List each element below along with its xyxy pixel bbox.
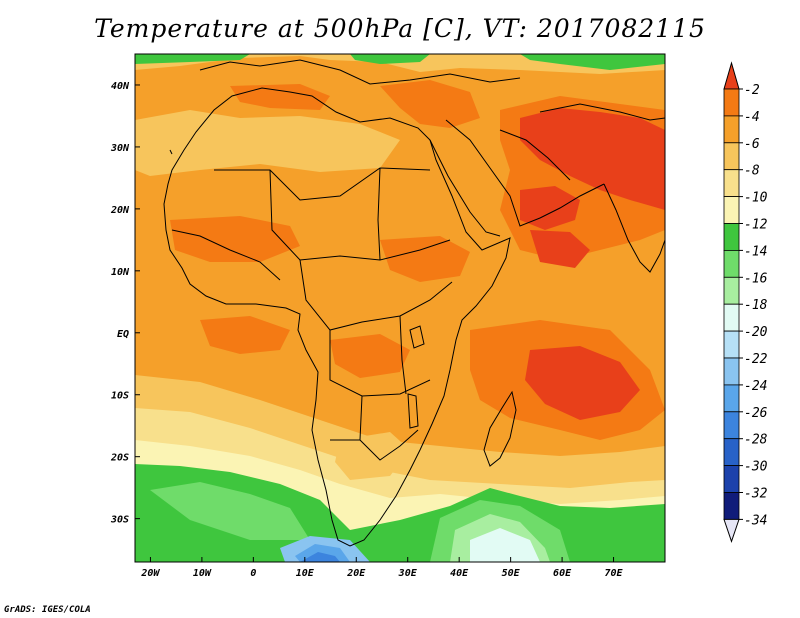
coastlines — [163, 59, 665, 547]
colorbar-label: -12 — [744, 218, 768, 233]
x-axis: 20W 10W 0 10E 20E 30E 40E 50E 60E 70E — [140, 557, 624, 579]
colorbar-label: -10 — [744, 191, 768, 206]
colorbar-label: -32 — [744, 487, 768, 502]
colorbar-label: -26 — [744, 406, 768, 421]
colorbar-label: -16 — [744, 271, 768, 286]
colorbar-label: -34 — [744, 513, 767, 528]
colorbar-over-triangle — [723, 61, 740, 90]
colorbar-swatch — [723, 142, 740, 171]
y-tick-label: 10S — [111, 391, 129, 402]
colorbar-swatch — [723, 276, 740, 305]
colorbar-swatch — [723, 411, 740, 440]
colorbar-label: -30 — [744, 460, 768, 475]
colorbar-swatch — [723, 249, 740, 278]
colorbar-swatch — [723, 169, 740, 197]
colorbar-label: -18 — [744, 298, 768, 313]
colorbar-swatch — [723, 196, 740, 224]
colorbar-label: -8 — [744, 164, 760, 179]
colorbar-under-triangle — [723, 518, 740, 543]
y-tick-label: 40N — [111, 81, 130, 92]
colorbar-swatch — [723, 492, 740, 520]
y-tick-label: 20S — [110, 453, 129, 464]
colorbar-label: -28 — [744, 433, 768, 448]
colorbar-swatch — [723, 303, 740, 332]
colorbar-label: -4 — [744, 110, 760, 125]
colorbar-swatch — [723, 438, 740, 467]
x-tick-label: 10W — [193, 568, 212, 579]
colorbar-label: -22 — [744, 352, 768, 367]
y-tick-label: 20N — [110, 205, 130, 216]
colorbar-label: -14 — [744, 244, 767, 259]
y-tick-label: 30S — [110, 515, 129, 526]
colorbar-label: -6 — [744, 137, 760, 152]
x-tick-label: 20E — [346, 568, 366, 579]
grads-credit: GrADS: IGES/COLA — [4, 605, 91, 615]
x-tick-label: 20W — [140, 568, 160, 579]
plot-frame — [134, 53, 666, 563]
colorbar: -2 -4 -6 -8 -10 -12 -14 -16 -18 -20 -22 -24 -26 -28 -3… — [723, 61, 768, 543]
map-title: Temperature at 500hPa [C], VT: 201708211… — [94, 14, 706, 43]
colorbar-swatch — [723, 115, 740, 144]
colorbar-label: -2 — [744, 83, 760, 98]
y-axis: 40N 30N 20N 10N EQ 10S 20S 30S — [110, 81, 140, 526]
x-tick-label: 30E — [398, 568, 418, 579]
colorbar-swatch — [723, 384, 740, 413]
x-tick-label: 10E — [296, 568, 315, 579]
colorbar-label: -20 — [744, 325, 768, 340]
x-tick-label: 0 — [250, 568, 256, 579]
x-tick-label: 60E — [553, 568, 572, 579]
colorbar-swatch — [723, 330, 740, 359]
x-tick-label: 50E — [502, 568, 521, 579]
colorbar-swatch — [723, 357, 740, 386]
temperature-field — [135, 54, 665, 562]
colorbar-swatch — [723, 88, 740, 117]
x-tick-label: 40E — [450, 568, 469, 579]
y-tick-label: 10N — [111, 267, 130, 278]
colorbar-swatch — [723, 223, 740, 251]
y-tick-label: 30N — [110, 143, 130, 154]
colorbar-label: -24 — [744, 379, 767, 394]
colorbar-swatch — [723, 465, 740, 493]
x-tick-label: 70E — [605, 568, 624, 579]
y-tick-label: EQ — [117, 329, 129, 340]
